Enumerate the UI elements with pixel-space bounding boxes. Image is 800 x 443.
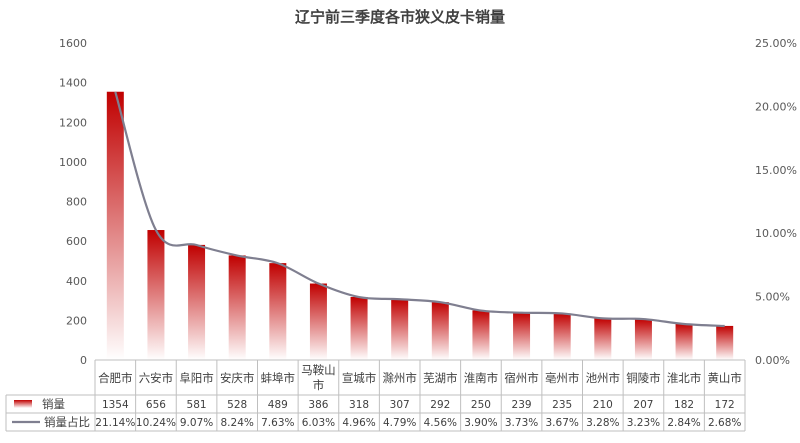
right-tick-label: 25.00% — [755, 37, 797, 50]
bar — [391, 299, 409, 360]
bar-value-label: 489 — [268, 399, 288, 411]
right-tick-label: 5.00% — [755, 291, 790, 304]
category-label: 黄山市 — [707, 371, 742, 385]
legend-line-label: 销量占比 — [44, 415, 90, 429]
line-value-label: 3.73% — [505, 417, 538, 429]
bar — [553, 313, 571, 360]
left-tick-label: 1200 — [59, 116, 87, 129]
bar-value-label: 239 — [512, 399, 532, 411]
right-tick-label: 0.00% — [755, 354, 790, 367]
bar-series — [106, 91, 734, 361]
right-axis: 0.00% 5.00% 10.00% 15.00% 20.00% 25.00% — [755, 37, 797, 367]
bar — [188, 244, 206, 360]
category-label: 六安市 — [139, 371, 174, 385]
left-tick-label: 200 — [66, 314, 87, 327]
line-value-label: 4.79% — [383, 417, 416, 429]
bar-value-label: 386 — [308, 399, 328, 411]
bar — [675, 323, 693, 360]
category-label: 池州市 — [586, 371, 621, 385]
bar — [350, 296, 368, 360]
line-value-label: 3.67% — [546, 417, 579, 429]
bar-value-label: 172 — [715, 399, 735, 411]
chart-title: 辽宁前三季度各市狭义皮卡销量 — [294, 8, 505, 26]
bar-value-label: 528 — [227, 399, 247, 411]
bar-value-label: 307 — [390, 399, 410, 411]
bar — [228, 255, 246, 360]
bar-value-label: 581 — [187, 399, 207, 411]
bar-value-label: 207 — [633, 399, 653, 411]
line-value-label: 21.14% — [95, 417, 135, 429]
line-value-label: 10.24% — [136, 417, 176, 429]
bar — [594, 318, 612, 360]
category-label: 安庆市 — [220, 371, 255, 385]
bar — [431, 302, 449, 360]
line-value-label: 3.28% — [586, 417, 619, 429]
bar-value-label: 210 — [593, 399, 613, 411]
category-label: 阜阳市 — [179, 371, 214, 385]
line-value-label: 3.23% — [627, 417, 660, 429]
left-tick-label: 400 — [66, 275, 87, 288]
line-value-label: 9.07% — [180, 417, 213, 429]
category-label: 亳州市 — [545, 371, 580, 385]
legend-bar-swatch — [14, 400, 32, 408]
category-label: 铜陵市 — [626, 371, 661, 385]
category-label: 淮北市 — [667, 371, 702, 385]
left-tick-label: 600 — [66, 235, 87, 248]
line-value-label: 3.90% — [464, 417, 497, 429]
right-tick-label: 20.00% — [755, 100, 797, 113]
line-value-label: 2.84% — [667, 417, 700, 429]
category-label: 蚌埠市 — [261, 371, 296, 385]
left-tick-label: 1400 — [59, 77, 87, 90]
bar — [269, 263, 287, 360]
bar — [147, 230, 165, 360]
bar-value-label: 182 — [674, 399, 694, 411]
legend-bar-label: 销量 — [42, 397, 65, 411]
line-series — [114, 91, 725, 328]
category-label: 宿州市 — [504, 371, 539, 385]
line-value-label: 4.56% — [424, 417, 457, 429]
category-label: 马鞍山 — [301, 363, 336, 377]
left-tick-label: 1600 — [59, 37, 87, 50]
category-label: 淮南市 — [464, 371, 499, 385]
bar-value-label: 1354 — [102, 399, 129, 411]
bar-value-label: 235 — [552, 399, 572, 411]
line-value-label: 4.96% — [342, 417, 375, 429]
bar-value-label: 292 — [430, 399, 450, 411]
bar — [106, 91, 124, 361]
bar-value-label: 250 — [471, 399, 491, 411]
line-value-label: 2.68% — [708, 417, 741, 429]
left-tick-label: 0 — [80, 354, 87, 367]
bar — [634, 318, 652, 360]
left-axis: 0 200 400 600 800 1000 1200 1400 1600 — [59, 37, 87, 367]
line-value-label: 7.63% — [261, 417, 294, 429]
bar — [513, 312, 531, 360]
share-line — [114, 91, 725, 328]
bar-value-label: 656 — [146, 399, 166, 411]
category-label: 市 — [313, 378, 325, 392]
bar — [716, 325, 734, 360]
right-tick-label: 15.00% — [755, 164, 797, 177]
line-value-label: 8.24% — [221, 417, 254, 429]
category-label: 芜湖市 — [423, 371, 458, 385]
category-label: 宣城市 — [342, 371, 377, 385]
bar-value-label: 318 — [349, 399, 369, 411]
bar — [472, 310, 490, 360]
category-label: 滁州市 — [382, 371, 417, 385]
right-tick-label: 10.00% — [755, 227, 797, 240]
bar — [309, 283, 327, 360]
line-value-label: 6.03% — [302, 417, 335, 429]
category-label: 合肥市 — [98, 371, 133, 385]
left-tick-label: 800 — [66, 196, 87, 209]
left-tick-label: 1000 — [59, 156, 87, 169]
